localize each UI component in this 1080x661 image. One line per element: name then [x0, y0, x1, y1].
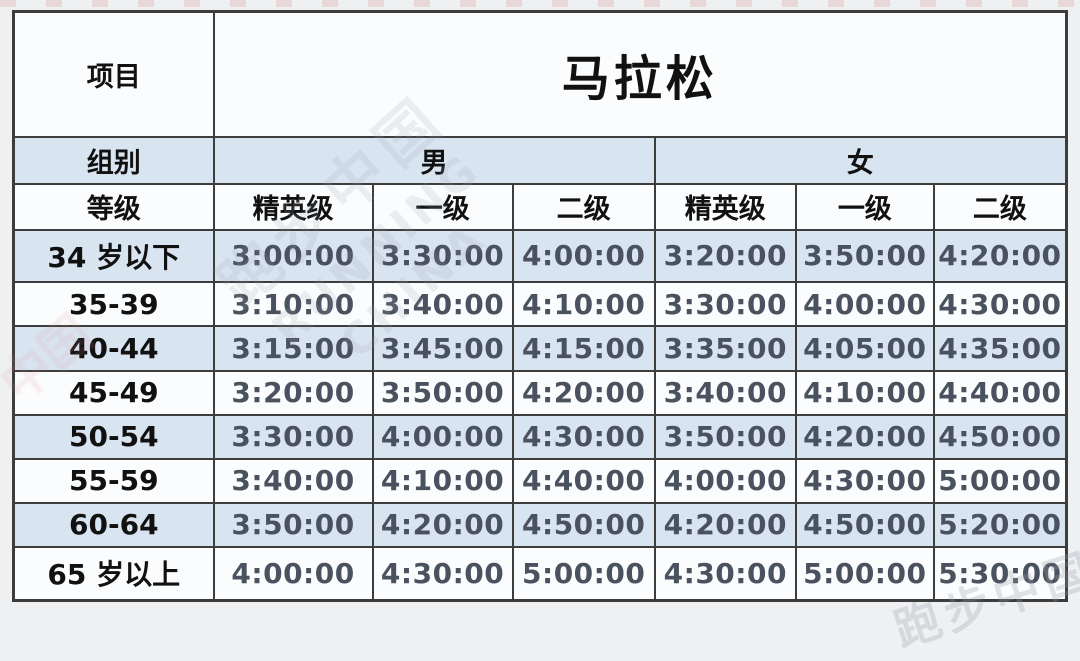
time-cell: 3:30:00	[212, 413, 374, 460]
time-cell: 4:50:00	[794, 501, 935, 548]
time-cell: 3:20:00	[212, 369, 374, 416]
time-cell: 4:30:00	[794, 457, 935, 504]
time-cell: 4:05:00	[794, 325, 935, 372]
time-cell: 3:45:00	[371, 325, 514, 372]
table-row-level: 等级 精英级 一级 二级 精英级 一级 二级	[12, 182, 1068, 231]
gender-header-female: 女	[653, 135, 1068, 185]
table-row: 50-54 3:30:00 4:00:00 4:30:00 3:50:00 4:…	[12, 413, 1068, 460]
age-group-label: 65 岁以上	[12, 545, 215, 602]
marathon-standards-table: 项目 马拉松 组别 男 女 等级 精英级 一级 二级 精英级 一级 二级 34 …	[12, 10, 1068, 602]
time-cell: 4:30:00	[371, 545, 514, 602]
time-cell: 3:40:00	[212, 457, 374, 504]
time-cell: 4:20:00	[653, 501, 797, 548]
level-header: 精英级	[212, 182, 374, 231]
table-row: 40-44 3:15:00 3:45:00 4:15:00 3:35:00 4:…	[12, 325, 1068, 372]
time-cell: 5:00:00	[932, 457, 1068, 504]
level-label: 等级	[12, 182, 215, 231]
time-cell: 4:35:00	[932, 325, 1068, 372]
time-cell: 4:00:00	[511, 228, 656, 284]
table-row-group: 组别 男 女	[12, 135, 1068, 185]
top-edge-artifact	[0, 0, 1080, 7]
time-cell: 3:30:00	[653, 281, 797, 328]
level-header: 二级	[511, 182, 656, 231]
level-header: 一级	[794, 182, 935, 231]
age-group-label: 35-39	[12, 281, 215, 328]
table-row: 55-59 3:40:00 4:10:00 4:40:00 4:00:00 4:…	[12, 457, 1068, 504]
time-cell: 5:00:00	[794, 545, 935, 602]
time-cell: 3:40:00	[371, 281, 514, 328]
age-group-label: 50-54	[12, 413, 215, 460]
age-group-label: 34 岁以下	[12, 228, 215, 284]
table-row: 34 岁以下 3:00:00 3:30:00 4:00:00 3:20:00 3…	[12, 228, 1068, 284]
table-row: 65 岁以上 4:00:00 4:30:00 5:00:00 4:30:00 5…	[12, 545, 1068, 602]
time-cell: 3:10:00	[212, 281, 374, 328]
time-cell: 3:20:00	[653, 228, 797, 284]
time-cell: 4:30:00	[932, 281, 1068, 328]
table-row: 60-64 3:50:00 4:20:00 4:50:00 4:20:00 4:…	[12, 501, 1068, 548]
time-cell: 4:30:00	[653, 545, 797, 602]
time-cell: 4:15:00	[511, 325, 656, 372]
time-cell: 4:50:00	[932, 413, 1068, 460]
time-cell: 5:00:00	[511, 545, 656, 602]
level-header: 一级	[371, 182, 514, 231]
time-cell: 4:20:00	[932, 228, 1068, 284]
age-group-label: 40-44	[12, 325, 215, 372]
group-label: 组别	[12, 135, 215, 185]
time-cell: 4:30:00	[511, 413, 656, 460]
time-cell: 3:30:00	[371, 228, 514, 284]
time-cell: 3:35:00	[653, 325, 797, 372]
time-cell: 4:00:00	[794, 281, 935, 328]
age-group-label: 55-59	[12, 457, 215, 504]
age-group-label: 45-49	[12, 369, 215, 416]
time-cell: 3:00:00	[212, 228, 374, 284]
time-cell: 3:50:00	[371, 369, 514, 416]
time-cell: 5:20:00	[932, 501, 1068, 548]
time-cell: 5:30:00	[932, 545, 1068, 602]
standards-table: 项目 马拉松 组别 男 女 等级 精英级 一级 二级 精英级 一级 二级 34 …	[12, 10, 1068, 602]
time-cell: 3:15:00	[212, 325, 374, 372]
age-group-label: 60-64	[12, 501, 215, 548]
table-row: 35-39 3:10:00 3:40:00 4:10:00 3:30:00 4:…	[12, 281, 1068, 328]
level-header: 二级	[932, 182, 1068, 231]
time-cell: 3:50:00	[212, 501, 374, 548]
time-cell: 4:20:00	[794, 413, 935, 460]
table-row-project: 项目 马拉松	[12, 10, 1068, 138]
time-cell: 3:40:00	[653, 369, 797, 416]
time-cell: 4:00:00	[653, 457, 797, 504]
time-cell: 4:40:00	[932, 369, 1068, 416]
time-cell: 4:40:00	[511, 457, 656, 504]
time-cell: 4:20:00	[511, 369, 656, 416]
event-title: 马拉松	[212, 10, 1068, 138]
table-row: 45-49 3:20:00 3:50:00 4:20:00 3:40:00 4:…	[12, 369, 1068, 416]
project-label: 项目	[12, 10, 215, 138]
time-cell: 3:50:00	[653, 413, 797, 460]
time-cell: 3:50:00	[794, 228, 935, 284]
time-cell: 4:10:00	[371, 457, 514, 504]
time-cell: 4:50:00	[511, 501, 656, 548]
time-cell: 4:20:00	[371, 501, 514, 548]
time-cell: 4:10:00	[794, 369, 935, 416]
level-header: 精英级	[653, 182, 797, 231]
time-cell: 4:00:00	[371, 413, 514, 460]
gender-header-male: 男	[212, 135, 656, 185]
time-cell: 4:10:00	[511, 281, 656, 328]
time-cell: 4:00:00	[212, 545, 374, 602]
